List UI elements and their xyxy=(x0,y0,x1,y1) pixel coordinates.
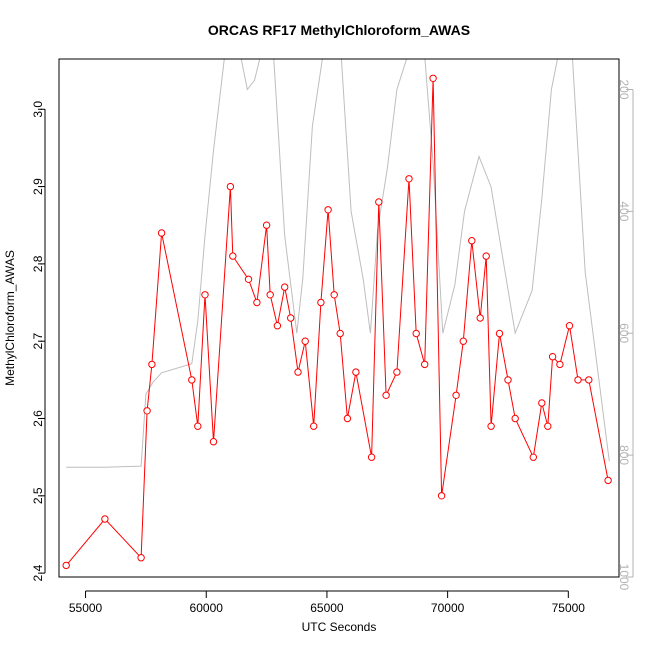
data-point xyxy=(229,252,237,260)
data-point xyxy=(324,206,332,214)
data-point xyxy=(468,237,476,245)
primary-series-layer xyxy=(62,74,612,570)
data-point xyxy=(476,314,484,322)
data-point xyxy=(421,360,429,369)
x-tick-label: 75000 xyxy=(552,601,586,615)
data-point xyxy=(209,438,218,446)
data-point xyxy=(262,221,271,229)
y-axis-label: MethylChloroform_AWAS xyxy=(3,250,17,386)
data-point xyxy=(143,407,151,415)
data-point xyxy=(253,298,261,307)
data-point xyxy=(452,391,460,399)
data-point xyxy=(565,322,574,330)
data-point xyxy=(266,291,274,299)
data-point xyxy=(62,561,70,570)
secondary-series-layer xyxy=(66,59,610,468)
data-point xyxy=(317,298,325,307)
data-point xyxy=(604,476,612,485)
data-point xyxy=(281,283,289,291)
y2-tick-label: 600 xyxy=(617,323,631,343)
data-point xyxy=(201,291,209,299)
data-point xyxy=(429,74,437,83)
data-point xyxy=(482,252,490,260)
y-axis: 2.4 2.5 2.6 2.7 2.8 2.9 3.0 xyxy=(31,101,46,581)
x-tick-label: 70000 xyxy=(431,601,465,615)
x-axis: 55000 60000 65000 70000 75000 xyxy=(69,590,586,615)
data-point xyxy=(367,453,376,461)
data-point xyxy=(336,329,344,338)
y2-tick-label: 800 xyxy=(617,445,631,465)
data-point xyxy=(511,414,519,423)
data-point xyxy=(412,329,420,338)
y-tick-label: 2.9 xyxy=(31,178,45,195)
x-tick-label: 65000 xyxy=(310,601,344,615)
data-point xyxy=(294,368,302,376)
secondary-series-line xyxy=(66,59,610,468)
y-tick-label: 3.0 xyxy=(31,101,45,118)
data-point xyxy=(585,376,593,384)
series-line xyxy=(65,78,609,566)
data-point xyxy=(330,291,338,299)
y-tick-label: 2.7 xyxy=(31,333,45,350)
data-point xyxy=(273,322,282,330)
data-point xyxy=(188,376,196,384)
y2-tick-label: 400 xyxy=(617,201,631,221)
data-point xyxy=(495,329,504,338)
data-point xyxy=(375,198,383,206)
data-point xyxy=(548,353,557,361)
data-point xyxy=(244,275,253,283)
y2-tick-label: 1000 xyxy=(617,564,631,591)
data-point xyxy=(101,515,109,523)
data-point xyxy=(352,368,360,376)
chart-title: ORCAS RF17 MethylChloroform_AWAS xyxy=(208,22,470,38)
y-tick-label: 2.8 xyxy=(31,255,45,272)
y-tick-label: 2.5 xyxy=(31,487,45,504)
data-point xyxy=(301,337,309,345)
data-point xyxy=(393,368,401,376)
data-point xyxy=(544,422,552,430)
data-point xyxy=(504,376,512,384)
data-point xyxy=(137,554,145,562)
data-point xyxy=(538,399,546,407)
data-point xyxy=(382,391,390,399)
data-point xyxy=(556,360,564,369)
y-tick-label: 2.4 xyxy=(31,564,45,581)
data-point xyxy=(343,414,352,423)
y2-tick-label: 200 xyxy=(617,79,631,99)
data-point xyxy=(226,182,235,191)
data-point xyxy=(529,453,537,461)
data-point xyxy=(405,175,413,183)
secondary-y-axis: 200 400 600 800 1000 xyxy=(617,79,634,591)
x-tick-label: 55000 xyxy=(69,601,103,615)
plot-frame xyxy=(58,58,620,578)
x-axis-label: UTC Seconds xyxy=(302,620,377,634)
data-point xyxy=(459,337,467,345)
data-point xyxy=(437,492,446,500)
data-point xyxy=(310,422,318,430)
data-point xyxy=(287,314,295,322)
data-point xyxy=(194,422,202,430)
x-tick-label: 60000 xyxy=(190,601,224,615)
data-point xyxy=(574,376,582,384)
data-point xyxy=(487,422,495,430)
data-point xyxy=(157,229,166,237)
y-tick-label: 2.6 xyxy=(31,410,45,427)
data-point xyxy=(148,360,156,369)
